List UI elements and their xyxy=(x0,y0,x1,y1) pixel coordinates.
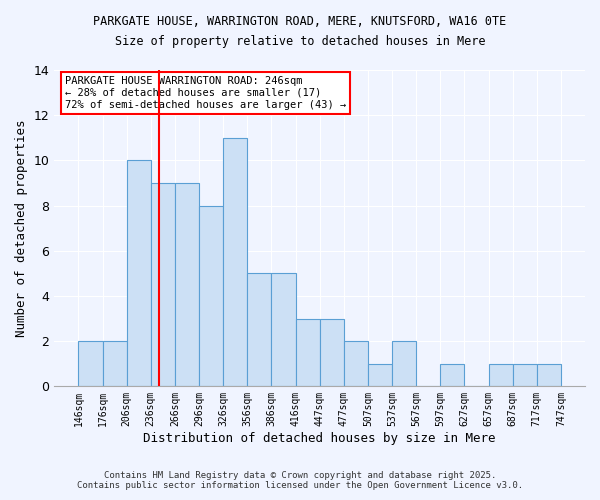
Bar xyxy=(440,364,464,386)
Bar xyxy=(368,364,392,386)
Bar xyxy=(512,364,537,386)
Bar xyxy=(127,160,151,386)
Bar xyxy=(151,183,175,386)
Bar xyxy=(79,341,103,386)
X-axis label: Distribution of detached houses by size in Mere: Distribution of detached houses by size … xyxy=(143,432,496,445)
Text: Size of property relative to detached houses in Mere: Size of property relative to detached ho… xyxy=(115,35,485,48)
Bar xyxy=(223,138,247,386)
Bar xyxy=(175,183,199,386)
Bar xyxy=(392,341,416,386)
Bar xyxy=(344,341,368,386)
Bar xyxy=(537,364,561,386)
Bar xyxy=(488,364,512,386)
Bar xyxy=(271,274,296,386)
Bar xyxy=(199,206,223,386)
Bar xyxy=(296,318,320,386)
Text: PARKGATE HOUSE WARRINGTON ROAD: 246sqm
← 28% of detached houses are smaller (17): PARKGATE HOUSE WARRINGTON ROAD: 246sqm ←… xyxy=(65,76,346,110)
Bar xyxy=(103,341,127,386)
Text: PARKGATE HOUSE, WARRINGTON ROAD, MERE, KNUTSFORD, WA16 0TE: PARKGATE HOUSE, WARRINGTON ROAD, MERE, K… xyxy=(94,15,506,28)
Bar xyxy=(320,318,344,386)
Y-axis label: Number of detached properties: Number of detached properties xyxy=(15,120,28,337)
Text: Contains HM Land Registry data © Crown copyright and database right 2025.
Contai: Contains HM Land Registry data © Crown c… xyxy=(77,470,523,490)
Bar xyxy=(247,274,271,386)
